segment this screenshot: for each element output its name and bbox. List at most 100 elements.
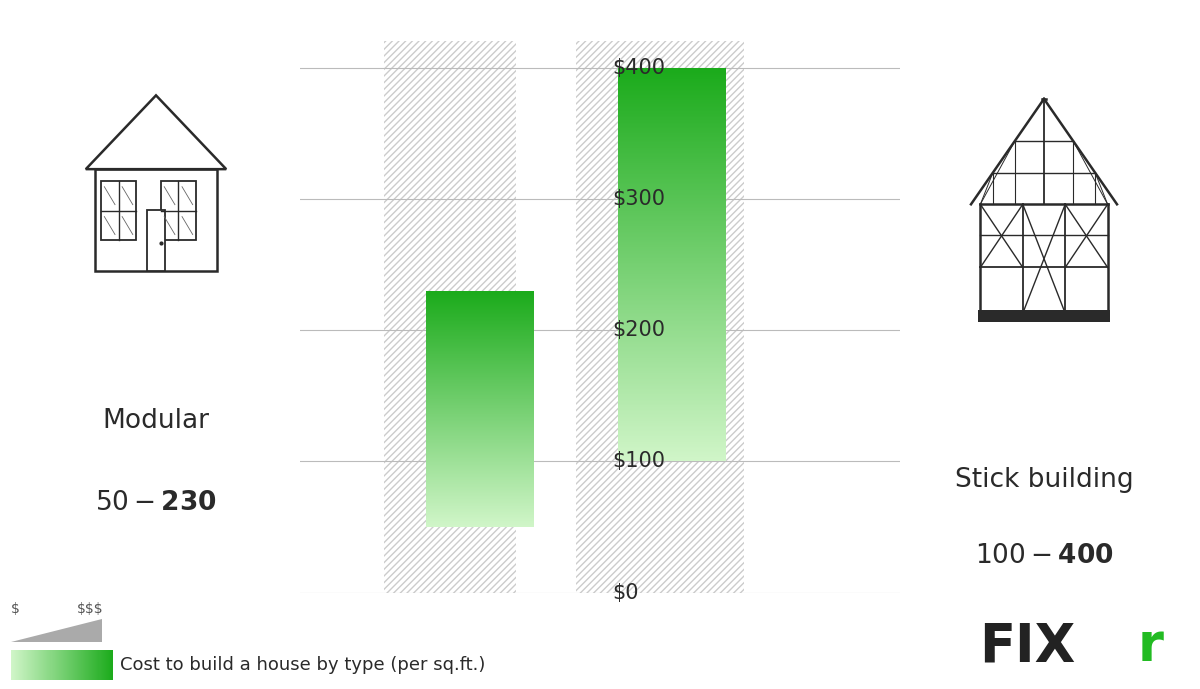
Bar — [618, 72, 726, 73]
Bar — [618, 447, 726, 448]
Bar — [426, 417, 534, 418]
Bar — [426, 513, 534, 514]
Text: $$$: $$$ — [77, 601, 103, 615]
Bar — [618, 344, 726, 346]
Bar — [618, 136, 726, 137]
Bar — [95, 169, 217, 271]
Bar — [618, 339, 726, 340]
Bar — [426, 524, 534, 525]
Bar — [426, 406, 534, 407]
Bar — [426, 326, 534, 327]
Bar — [426, 299, 534, 300]
Bar — [618, 245, 726, 246]
Bar — [618, 397, 726, 398]
Bar — [426, 442, 534, 444]
Bar — [618, 145, 726, 146]
Bar — [426, 392, 534, 393]
Bar — [618, 69, 726, 70]
Bar — [618, 346, 726, 347]
Bar — [426, 515, 534, 516]
Bar — [426, 462, 534, 463]
Bar — [618, 82, 726, 83]
Bar — [618, 157, 726, 158]
Bar — [618, 115, 726, 116]
Bar — [426, 438, 534, 439]
Bar — [426, 501, 534, 502]
Bar — [426, 386, 534, 387]
Bar — [618, 274, 726, 275]
Bar — [426, 373, 534, 374]
Bar — [426, 330, 534, 331]
Bar — [426, 337, 534, 338]
Bar — [426, 339, 534, 340]
Bar — [618, 185, 726, 186]
Bar — [618, 137, 726, 138]
Bar — [618, 311, 726, 313]
Bar — [618, 298, 726, 300]
Bar — [618, 86, 726, 88]
Bar — [426, 506, 534, 507]
Bar — [618, 409, 726, 410]
Text: $50 - $230: $50 - $230 — [95, 490, 217, 516]
Bar — [426, 361, 534, 362]
Text: $100 - $400: $100 - $400 — [974, 543, 1114, 568]
Bar — [618, 192, 726, 194]
Bar — [426, 304, 534, 305]
Text: Stick building: Stick building — [955, 466, 1133, 493]
Bar — [618, 102, 726, 103]
Bar — [426, 473, 534, 474]
Bar — [426, 520, 534, 521]
Bar — [618, 422, 726, 423]
Bar — [618, 141, 726, 143]
Bar — [618, 217, 726, 218]
Bar — [426, 448, 534, 449]
Bar — [426, 300, 534, 301]
Bar — [426, 447, 534, 448]
Bar — [426, 511, 534, 512]
Bar — [618, 255, 726, 256]
Bar — [618, 420, 726, 422]
Bar — [426, 401, 534, 402]
Bar — [426, 358, 534, 359]
Text: $100: $100 — [612, 451, 665, 471]
Bar — [426, 295, 534, 296]
Bar — [618, 125, 726, 127]
Bar — [618, 382, 726, 384]
Bar — [426, 333, 534, 334]
Bar — [426, 507, 534, 508]
Bar — [426, 420, 534, 422]
Bar — [618, 79, 726, 81]
Bar — [618, 92, 726, 94]
Bar — [426, 378, 534, 379]
Bar — [426, 321, 534, 322]
Bar — [618, 351, 726, 352]
Bar — [618, 196, 726, 198]
Bar — [618, 182, 726, 183]
Bar — [426, 416, 534, 417]
Bar — [618, 272, 726, 274]
Bar — [426, 367, 534, 368]
Bar — [618, 81, 726, 82]
Bar — [618, 358, 726, 359]
Bar — [618, 325, 726, 326]
Bar — [618, 121, 726, 123]
Bar — [426, 381, 534, 382]
Bar — [618, 275, 726, 276]
Bar — [618, 369, 726, 371]
Bar — [618, 189, 726, 191]
Bar — [618, 163, 726, 165]
Bar — [618, 262, 726, 263]
Bar — [618, 204, 726, 205]
Bar — [618, 89, 726, 90]
Bar — [618, 371, 726, 372]
Bar — [618, 214, 726, 216]
Bar — [618, 304, 726, 305]
Bar — [618, 435, 726, 436]
Bar — [426, 409, 534, 411]
Bar — [426, 352, 534, 353]
Bar — [618, 201, 726, 203]
Bar — [426, 430, 534, 431]
Bar — [426, 455, 534, 456]
Text: Modular: Modular — [102, 408, 210, 434]
Bar — [618, 198, 726, 199]
